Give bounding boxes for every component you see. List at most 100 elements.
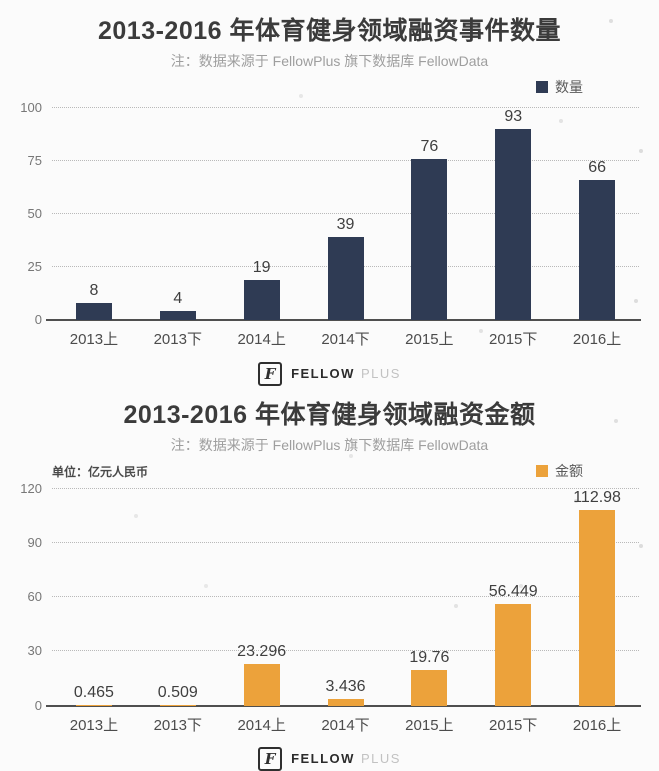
x-tick-label: 2015下 [489,716,538,734]
bar [243,279,280,320]
chart-title: 2013-2016 年体育健身领域融资金额 [123,400,536,429]
bar-value-label: 112.98 [573,488,621,506]
bar [75,704,112,706]
chart-meta-row: 数量 [0,79,659,96]
gridline: 100 [20,100,639,115]
bar-column: 3.436 [304,489,388,706]
x-tick-label: 2013上 [69,716,119,734]
bar [579,179,616,320]
legend-label: 金额 [555,463,583,480]
gridline: 50 [28,206,639,221]
bar-value-label: 8 [89,281,99,299]
bar-column: 23.296 [220,489,304,706]
financing-amount-chart: 2013-2016 年体育健身领域融资金额 注：数据来源于 FellowPlus… [0,386,659,771]
bar-value-label: 93 [504,107,523,125]
plot-area: 0 25 50 75 100 8 4 19 39 76 93 66 [20,100,641,327]
x-tick-label: 2014上 [237,330,286,348]
gridline: 60 [28,589,639,604]
x-tick-label: 2015上 [405,716,454,734]
y-tick-label: 100 [20,99,42,115]
gridline: 90 [28,535,639,550]
bar-value-label: 56.449 [488,582,538,600]
fellowplus-logo-icon: F [258,361,283,386]
bar [243,663,280,706]
bar-value-label: 0.465 [73,683,114,701]
fellowplus-logo: F FELLOW PLUS [0,746,659,771]
bar [159,704,196,706]
unit-label: 单位：亿元人民币 [52,464,149,479]
fellowplus-logo-icon: F [258,746,283,771]
x-tick-label: 2014下 [321,716,370,734]
y-tick-label: 25 [27,258,42,274]
bar-value-label: 66 [588,158,606,176]
y-tick-label: 120 [20,480,42,496]
bar [495,603,532,706]
bars-row: 8 4 19 39 76 93 66 [52,108,639,320]
bar-value-label: 19.76 [409,648,450,666]
y-tick-label: 0 [34,697,42,713]
bar-value-label: 19 [252,258,271,276]
bar-value-label: 3.436 [325,678,366,696]
x-axis-labels: 2013上 2013下 2014上 2014下 2015上 2015下 2016上 [52,320,639,349]
bar-value-label: 4 [173,290,183,308]
legend-swatch-icon [536,465,548,478]
plot-area: 0 30 60 90 120 0.465 0.509 23.296 3.436 19.76 56.4… [20,481,641,713]
financing-events-chart: 2013-2016 年体育健身领域融资事件数量 注：数据来源于 FellowPl… [0,17,659,386]
bar [327,699,364,706]
chart-subtitle: 注：数据来源于 FellowPlus 旗下数据库 FellowData [170,53,489,70]
x-tick-label: 2016上 [572,330,622,348]
bar-column: 112.98 [555,489,639,706]
bar-column: 76 [387,108,471,320]
legend: 数量 [536,77,583,97]
bar-value-label: 76 [420,137,439,155]
bar-column: 0.509 [136,489,220,706]
bar-value-label: 39 [336,216,355,234]
y-tick-label: 90 [27,534,42,550]
bar-value-label: 0.509 [157,683,198,701]
legend: 金额 [536,461,583,481]
logo-text-fellow: FELLOW [291,751,355,767]
bars-row: 0.465 0.509 23.296 3.436 19.76 56.449 112.98 [52,489,639,706]
bar-column: 19.76 [387,489,471,706]
bar-column: 93 [471,108,555,320]
x-tick-label: 2014下 [321,330,370,348]
bar [411,669,448,706]
chart-title: 2013-2016 年体育健身领域融资事件数量 [97,17,561,45]
x-axis-line [46,318,641,321]
chart-meta-row: 单位：亿元人民币 金额 [0,463,659,480]
bar-column: 56.449 [471,489,555,706]
bar [159,311,196,320]
y-tick-label: 75 [27,152,42,168]
legend-swatch-icon [536,81,548,94]
x-tick-label: 2013上 [69,330,119,348]
x-tick-label: 2016上 [572,716,622,734]
bar [411,158,448,320]
gridline: 120 [20,481,639,496]
y-tick-label: 60 [27,589,42,605]
y-tick-label: 0 [34,311,42,327]
bar-column: 8 [52,108,136,320]
bar-column: 39 [304,108,388,320]
bar-column: 19 [220,108,304,320]
bar-value-label: 23.296 [237,642,287,660]
y-tick-label: 30 [27,643,42,659]
chart-subtitle: 注：数据来源于 FellowPlus 旗下数据库 FellowData [170,437,489,454]
logo-text-fellow: FELLOW [291,366,355,382]
x-axis-labels: 2013上 2013下 2014上 2014下 2015上 2015下 2016上 [52,706,639,735]
bar-column: 0.465 [52,489,136,706]
x-tick-label: 2014上 [237,716,286,734]
gridline: 30 [28,643,639,658]
bar [495,128,532,320]
bar-column: 4 [136,108,220,320]
gridline: 75 [28,153,639,168]
fellowplus-logo: F FELLOW PLUS [0,361,659,386]
logo-text-plus: PLUS [360,751,401,767]
bar [75,302,112,320]
x-tick-label: 2013下 [153,330,202,348]
x-tick-label: 2015下 [489,330,538,348]
x-tick-label: 2013下 [153,716,202,734]
x-axis-line [46,704,641,707]
logo-text-plus: PLUS [360,366,401,382]
y-tick-label: 50 [27,205,42,221]
bar-column: 66 [555,108,639,320]
